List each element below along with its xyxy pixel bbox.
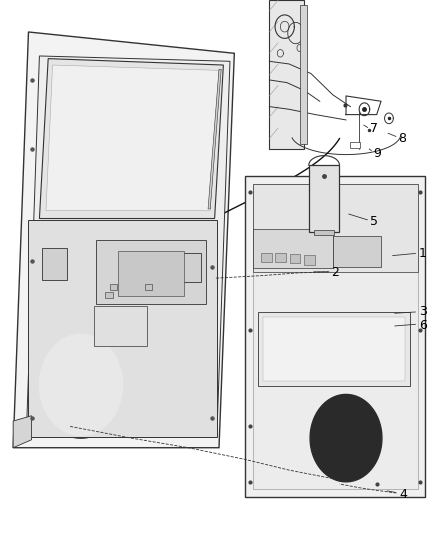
- Polygon shape: [26, 56, 230, 437]
- Text: 5: 5: [371, 215, 378, 228]
- Bar: [145, 284, 152, 290]
- Text: 4: 4: [399, 488, 407, 501]
- Polygon shape: [46, 65, 219, 211]
- Bar: [275, 253, 286, 262]
- Text: 9: 9: [374, 147, 381, 160]
- Polygon shape: [253, 229, 333, 268]
- Polygon shape: [263, 317, 405, 381]
- Bar: [105, 292, 113, 298]
- Bar: [314, 230, 334, 235]
- Bar: [42, 248, 67, 280]
- Polygon shape: [118, 251, 184, 296]
- Bar: [290, 254, 300, 263]
- Polygon shape: [253, 184, 418, 272]
- Polygon shape: [333, 236, 381, 266]
- Bar: [261, 253, 272, 262]
- Polygon shape: [96, 240, 206, 304]
- Polygon shape: [208, 69, 221, 209]
- Polygon shape: [13, 32, 234, 448]
- Polygon shape: [245, 176, 425, 497]
- Polygon shape: [39, 59, 223, 219]
- Polygon shape: [28, 220, 217, 437]
- Polygon shape: [258, 312, 410, 386]
- Text: 6: 6: [419, 319, 427, 332]
- Text: 2: 2: [331, 266, 339, 279]
- Polygon shape: [253, 184, 418, 489]
- Bar: [350, 142, 360, 148]
- Bar: [304, 255, 315, 265]
- Text: 3: 3: [419, 305, 427, 318]
- Polygon shape: [39, 334, 123, 435]
- Bar: [171, 253, 201, 282]
- Text: 1: 1: [419, 247, 427, 260]
- Text: 7: 7: [371, 123, 378, 135]
- Polygon shape: [13, 416, 32, 448]
- Polygon shape: [310, 394, 382, 482]
- Text: 8: 8: [398, 132, 406, 145]
- Polygon shape: [300, 5, 307, 144]
- Bar: [110, 284, 117, 290]
- Polygon shape: [269, 0, 304, 149]
- Bar: [94, 306, 147, 346]
- Polygon shape: [309, 165, 339, 232]
